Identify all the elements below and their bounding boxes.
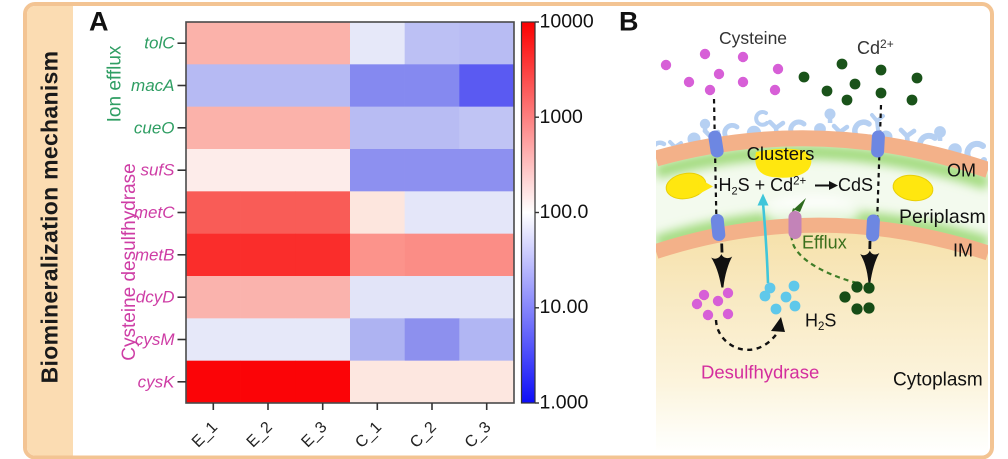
svg-text:Cysteine desulfhydrase: Cysteine desulfhydrase (119, 163, 140, 361)
svg-text:Cysteine: Cysteine (719, 28, 787, 48)
svg-text:10.00: 10.00 (540, 296, 589, 318)
svg-text:macA: macA (131, 76, 174, 95)
svg-text:dcyD: dcyD (136, 288, 175, 307)
svg-text:OM: OM (947, 161, 976, 181)
svg-text:Biomineralization mechanism: Biomineralization mechanism (37, 51, 63, 384)
svg-text:C_3: C_3 (462, 419, 495, 452)
svg-text:cysM: cysM (135, 330, 176, 349)
svg-text:cueO: cueO (134, 118, 175, 137)
svg-text:tolC: tolC (144, 34, 175, 53)
svg-text:sufS: sufS (140, 161, 175, 180)
svg-text:1.000: 1.000 (540, 392, 589, 414)
svg-text:1000: 1000 (540, 106, 584, 128)
svg-text:Clusters: Clusters (747, 143, 815, 164)
svg-text:Desulfhydrase: Desulfhydrase (701, 362, 819, 383)
svg-text:E_1: E_1 (189, 419, 221, 451)
svg-text:E_2: E_2 (244, 419, 276, 451)
svg-text:100.0: 100.0 (540, 201, 589, 223)
svg-text:metC: metC (134, 203, 175, 222)
svg-text:B: B (619, 7, 639, 37)
svg-text:Cytoplasm: Cytoplasm (893, 370, 983, 391)
svg-text:IM: IM (953, 241, 973, 261)
svg-text:H2S + Cd2+: H2S + Cd2+ (719, 175, 807, 198)
svg-text:A: A (89, 7, 109, 37)
svg-text:cysK: cysK (138, 372, 176, 391)
svg-text:CdS: CdS (838, 175, 873, 195)
svg-text:H2S: H2S (805, 311, 836, 334)
svg-text:Cd2+: Cd2+ (857, 37, 894, 58)
svg-text:C_1: C_1 (352, 419, 385, 452)
svg-text:Ion efflux: Ion efflux (105, 45, 126, 122)
svg-text:C_2: C_2 (407, 419, 440, 452)
svg-text:E_3: E_3 (298, 419, 330, 451)
svg-text:Periplasm: Periplasm (899, 206, 986, 228)
svg-text:10000: 10000 (540, 11, 594, 33)
svg-text:metB: metB (135, 245, 175, 264)
svg-text:Efflux: Efflux (802, 233, 847, 253)
